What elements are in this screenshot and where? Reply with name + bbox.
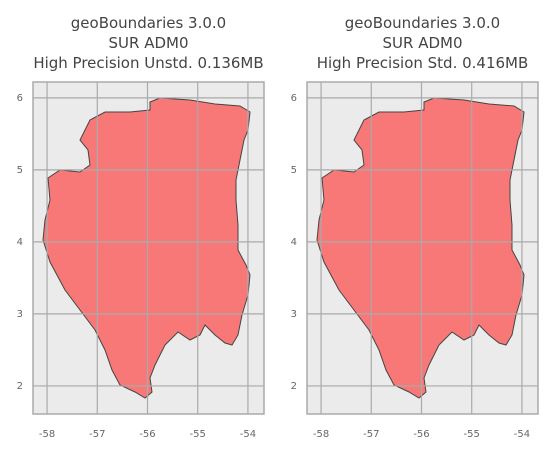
x-tick-label: -54 [240,429,256,440]
y-tick-label: 6 [17,93,23,104]
y-tick-label: 2 [291,381,297,392]
panel-title: SUR ADM0 [109,34,189,52]
y-tick-label: 4 [291,237,297,248]
x-tick-label: -58 [313,429,329,440]
y-tick-label: 5 [291,165,297,176]
y-tick-label: 5 [17,165,23,176]
x-tick-label: -58 [39,429,55,440]
x-tick-label: -55 [190,429,206,440]
panel-title: geoBoundaries 3.0.0 [71,14,226,32]
y-tick-label: 2 [17,381,23,392]
panel-title: geoBoundaries 3.0.0 [345,14,500,32]
x-tick-label: -55 [464,429,480,440]
panel-title: SUR ADM0 [383,34,463,52]
x-tick-label: -56 [139,429,155,440]
x-tick-label: -54 [514,429,530,440]
y-tick-label: 4 [17,237,23,248]
panel-title: High Precision Std. 0.416MB [317,54,529,72]
y-tick-label: 3 [291,309,297,320]
x-tick-label: -56 [413,429,429,440]
x-tick-label: -57 [363,429,379,440]
y-tick-label: 6 [291,93,297,104]
x-tick-label: -57 [89,429,105,440]
panel-title: High Precision Unstd. 0.136MB [33,54,263,72]
y-tick-label: 3 [17,309,23,320]
